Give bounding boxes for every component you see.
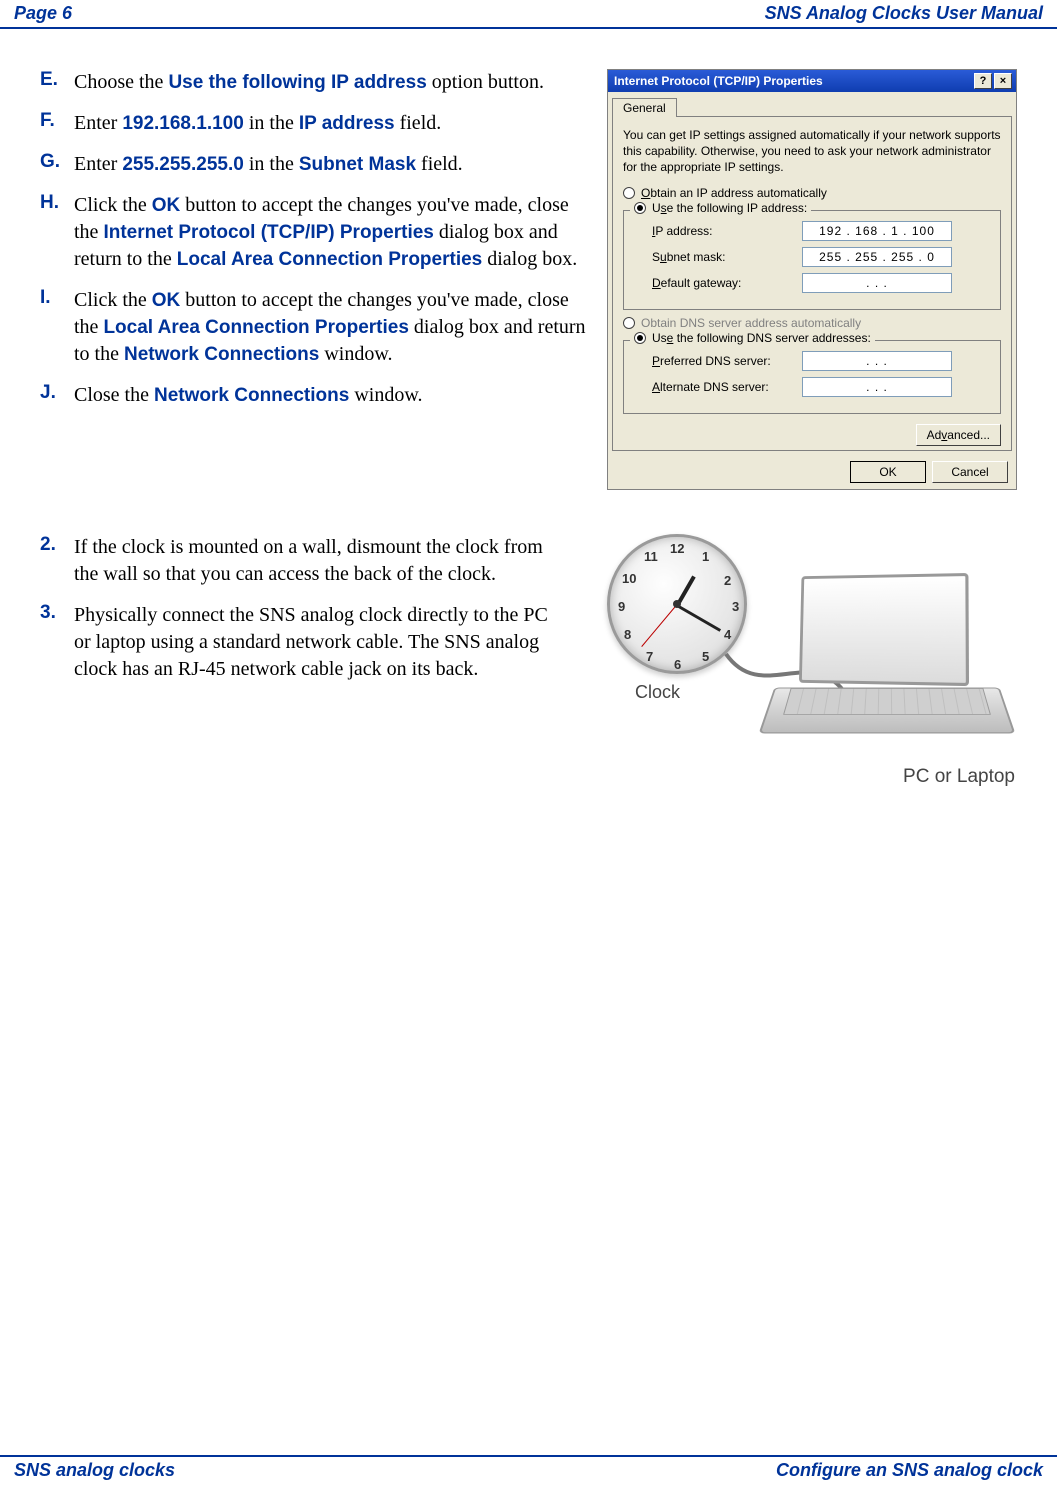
laptop-label: PC or Laptop	[903, 766, 1015, 788]
step-marker: I.	[40, 287, 74, 368]
step-marker: J.	[40, 382, 74, 409]
ok-button[interactable]: OK	[850, 461, 926, 483]
step-marker: 2.	[40, 534, 74, 588]
lettered-steps: E. Choose the Use the following IP addre…	[40, 69, 589, 409]
preferred-dns-row: Preferred DNS server: . . .	[652, 351, 990, 371]
radio-icon	[634, 202, 646, 214]
subnet-row: Subnet mask: 255 . 255 . 255 . 0	[652, 247, 990, 267]
radio-label: Use the following IP address:	[652, 201, 807, 215]
radio-icon	[634, 332, 646, 344]
ip-address-input[interactable]: 192 . 168 . 1 . 100	[802, 221, 952, 241]
dialog-buttons: OK Cancel	[608, 455, 1016, 489]
preferred-dns-input[interactable]: . . .	[802, 351, 952, 371]
close-button[interactable]: ×	[994, 73, 1012, 89]
step-text: If the clock is mounted on a wall, dismo…	[74, 534, 559, 588]
cancel-button[interactable]: Cancel	[932, 461, 1008, 483]
field-label: Alternate DNS server:	[652, 380, 802, 394]
radio-label: Obtain DNS server address automatically	[641, 316, 861, 330]
field-label: Subnet mask:	[652, 250, 802, 264]
page-footer: SNS analog clocks Configure an SNS analo…	[0, 1455, 1057, 1484]
ip-group: Use the following IP address: IP address…	[623, 210, 1001, 310]
page-content: E. Choose the Use the following IP addre…	[0, 29, 1057, 834]
minute-hand	[676, 604, 721, 632]
radio-label: Use the following DNS server addresses:	[652, 331, 871, 345]
alternate-dns-input[interactable]: . . .	[802, 377, 952, 397]
radio-obtain-auto[interactable]: Obtain an IP address automatically	[623, 186, 1001, 200]
subnet-input[interactable]: 255 . 255 . 255 . 0	[802, 247, 952, 267]
numbered-steps: 2. If the clock is mounted on a wall, di…	[40, 534, 559, 683]
radio-dns-use[interactable]: Use the following DNS server addresses:	[630, 331, 875, 345]
step-E: E. Choose the Use the following IP addre…	[40, 69, 589, 96]
step-G: G. Enter 255.255.255.0 in the Subnet Mas…	[40, 151, 589, 178]
page-header: Page 6 SNS Analog Clocks User Manual	[0, 0, 1057, 29]
step-I: I. Click the OK button to accept the cha…	[40, 287, 589, 368]
step-marker: F.	[40, 110, 74, 137]
radio-icon	[623, 317, 635, 329]
second-hand	[641, 604, 677, 647]
step-F: F. Enter 192.168.1.100 in the IP address…	[40, 110, 589, 137]
laptop-icon	[767, 574, 1007, 754]
advanced-button[interactable]: Advanced...	[916, 424, 1001, 446]
step-text: Physically connect the SNS analog clock …	[74, 602, 559, 683]
radio-dns-auto: Obtain DNS server address automatically	[623, 316, 1001, 330]
step-text: Enter 255.255.255.0 in the Subnet Mask f…	[74, 151, 463, 178]
laptop-keyboard	[783, 688, 991, 714]
dns-group: Use the following DNS server addresses: …	[623, 340, 1001, 414]
step-marker: E.	[40, 69, 74, 96]
clock-laptop-illustration: 12 1 2 3 4 5 6 7 8 9 10 11 Clock	[577, 534, 1017, 834]
radio-label: Obtain an IP address automatically	[641, 186, 827, 200]
tab-strip: General	[608, 92, 1016, 116]
dialog-body: You can get IP settings assigned automat…	[612, 116, 1012, 451]
step-text: Choose the Use the following IP address …	[74, 69, 544, 96]
step-text: Close the Network Connections window.	[74, 382, 422, 409]
footer-left: SNS analog clocks	[14, 1460, 175, 1481]
step-H: H. Click the OK button to accept the cha…	[40, 192, 589, 273]
field-label: Default gateway:	[652, 276, 802, 290]
tcpip-properties-dialog: Internet Protocol (TCP/IP) Properties ? …	[607, 69, 1017, 490]
alternate-dns-row: Alternate DNS server: . . .	[652, 377, 990, 397]
step-marker: 3.	[40, 602, 74, 683]
step-marker: G.	[40, 151, 74, 178]
radio-icon	[623, 187, 635, 199]
tab-general[interactable]: General	[612, 98, 677, 117]
manual-title: SNS Analog Clocks User Manual	[765, 3, 1043, 24]
dialog-titlebar: Internet Protocol (TCP/IP) Properties ? …	[608, 70, 1016, 92]
gateway-row: Default gateway: . . .	[652, 273, 990, 293]
step-2: 2. If the clock is mounted on a wall, di…	[40, 534, 559, 588]
page-number: Page 6	[14, 3, 72, 24]
step-J: J. Close the Network Connections window.	[40, 382, 589, 409]
radio-use-following[interactable]: Use the following IP address:	[630, 201, 811, 215]
field-label: Preferred DNS server:	[652, 354, 802, 368]
step-text: Click the OK button to accept the change…	[74, 287, 589, 368]
step-marker: H.	[40, 192, 74, 273]
step-text: Enter 192.168.1.100 in the IP address fi…	[74, 110, 441, 137]
clock-pin	[673, 600, 681, 608]
gateway-input[interactable]: . . .	[802, 273, 952, 293]
clock-label: Clock	[635, 682, 680, 703]
dialog-description: You can get IP settings assigned automat…	[623, 127, 1001, 176]
dialog-title: Internet Protocol (TCP/IP) Properties	[614, 74, 823, 88]
step-3: 3. Physically connect the SNS analog clo…	[40, 602, 559, 683]
field-label: IP address:	[652, 224, 802, 238]
footer-right: Configure an SNS analog clock	[776, 1460, 1043, 1481]
help-button[interactable]: ?	[974, 73, 992, 89]
laptop-screen	[799, 573, 969, 686]
ip-address-row: IP address: 192 . 168 . 1 . 100	[652, 221, 990, 241]
step-text: Click the OK button to accept the change…	[74, 192, 589, 273]
